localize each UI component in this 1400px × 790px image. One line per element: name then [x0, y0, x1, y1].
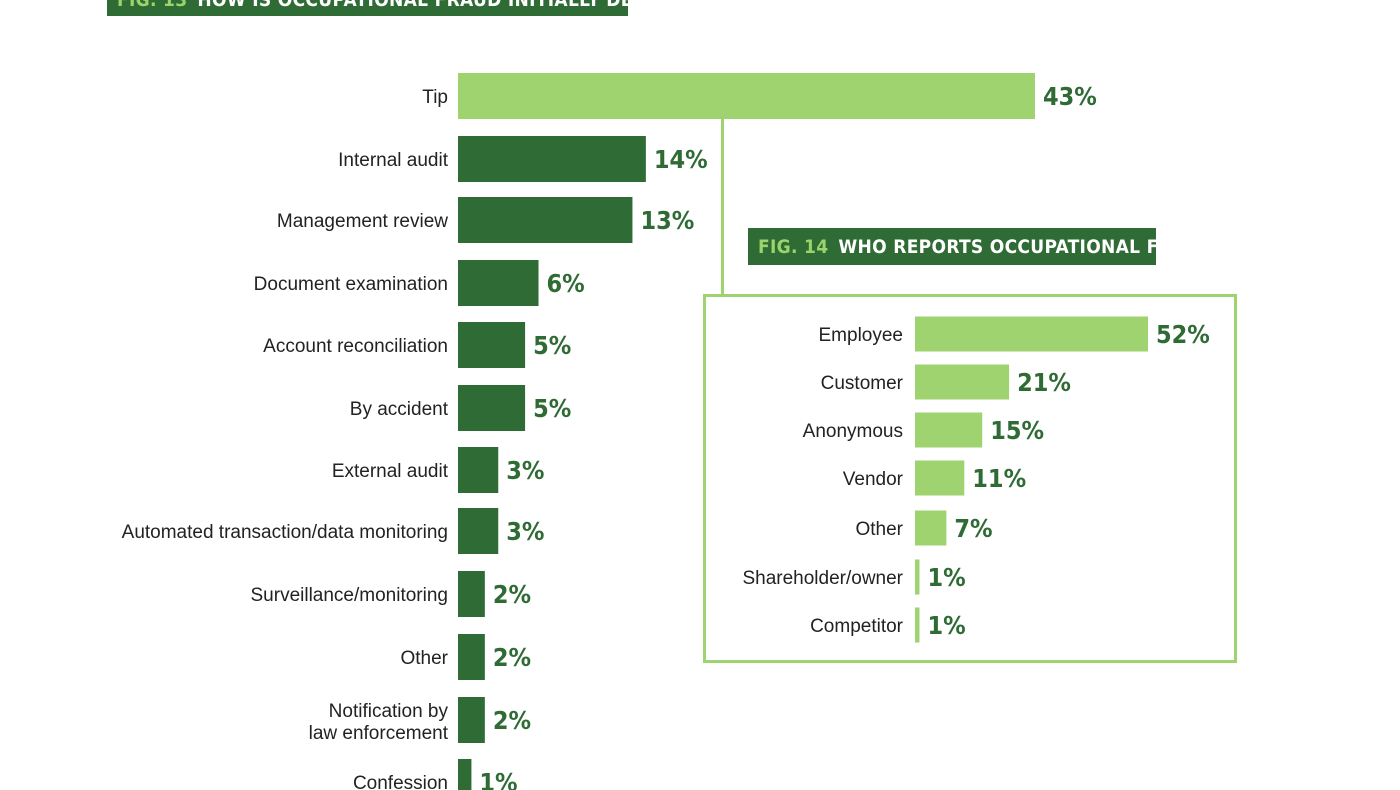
fig14-value-label: 11% — [972, 464, 1026, 493]
inset-connector-line — [721, 118, 724, 296]
fig14-bar — [915, 559, 920, 595]
fig14-value-label: 1% — [927, 563, 965, 592]
fig13-value-label: 5% — [533, 331, 571, 360]
fig13-bar — [458, 508, 499, 554]
fig13-bar — [458, 322, 526, 368]
fig14-bar — [915, 364, 1010, 400]
fig14-category-label: Shareholder/owner — [742, 568, 903, 589]
fig13-bar — [458, 697, 485, 743]
fig13-category-label: External audit — [332, 461, 449, 482]
fig14-category-label: Vendor — [843, 469, 904, 490]
fig13-bar — [458, 447, 499, 493]
fig14-category-label: Customer — [821, 373, 904, 394]
fig13-category-label: Account reconciliation — [263, 336, 448, 357]
fig14-value-label: 1% — [927, 611, 965, 640]
fig13-category-label: Surveillance/monitoring — [251, 585, 449, 606]
fig13-title: HOW IS OCCUPATIONAL FRAUD INITIALLY DETE… — [197, 0, 719, 11]
fig13-category-label: Document examination — [254, 274, 448, 295]
fig13-bar — [458, 73, 1035, 119]
fig13-value-label: 6% — [547, 269, 585, 298]
fig13-number: FIG. 13 — [117, 0, 188, 11]
fig14-category-label: Competitor — [810, 616, 904, 637]
fig13-value-label: 3% — [506, 517, 544, 546]
fig13-bar — [458, 260, 539, 306]
fig13-value-label: 1% — [479, 768, 517, 790]
fig13-bar — [458, 385, 526, 431]
fig14-number: FIG. 14 — [758, 236, 829, 258]
fig14-category-label: Other — [855, 519, 903, 540]
fig13-category-label: Automated transaction/data monitoring — [122, 522, 448, 543]
fig14-bar — [915, 316, 1148, 352]
fig14-bar — [915, 412, 983, 448]
fig13-bar — [458, 759, 472, 790]
fig14-title-tag: FIG. 14 WHO REPORTS OCCUPATIONAL FRAUD? — [748, 228, 1224, 265]
fig13-bar — [458, 634, 485, 680]
fig14-value-label: 21% — [1017, 368, 1071, 397]
fig14-bar — [915, 510, 947, 546]
fig14-category-label: Anonymous — [803, 421, 903, 442]
fig13-category-label: Internal audit — [338, 150, 449, 171]
fig13-category-label: Tip — [422, 87, 448, 108]
fig13-category-label: By accident — [350, 399, 449, 420]
fig14-category-label: Employee — [819, 325, 904, 346]
fig14-inset-frame — [703, 294, 1237, 663]
fig13-bar — [458, 197, 633, 243]
fig13-bar — [458, 571, 485, 617]
fig14-value-label: 52% — [1156, 320, 1210, 349]
fig13-category-label: Other — [400, 648, 448, 669]
fig13-value-label: 14% — [654, 145, 708, 174]
fig13-value-label: 2% — [493, 580, 531, 609]
fig13-value-label: 3% — [506, 456, 544, 485]
fig14-title: WHO REPORTS OCCUPATIONAL FRAUD? — [838, 236, 1224, 258]
fig14-value-label: 7% — [954, 514, 992, 543]
fig14-bar — [915, 607, 920, 643]
fig13-value-label: 43% — [1043, 82, 1097, 111]
fig13-category-label: Notification by law enforcement — [309, 701, 449, 744]
fig13-value-label: 5% — [533, 394, 571, 423]
fig13-value-label: 2% — [493, 706, 531, 735]
fig14-bar — [915, 460, 965, 496]
fig13-category-label: Confession — [353, 773, 448, 790]
fig13-title-tag: FIG. 13 HOW IS OCCUPATIONAL FRAUD INITIAL… — [107, 0, 718, 16]
fig13-bar — [458, 136, 646, 182]
fig13-category-label: Management review — [277, 211, 448, 232]
fig14-value-label: 15% — [990, 416, 1044, 445]
fig13-value-label: 13% — [640, 206, 694, 235]
fig13-value-label: 2% — [493, 643, 531, 672]
